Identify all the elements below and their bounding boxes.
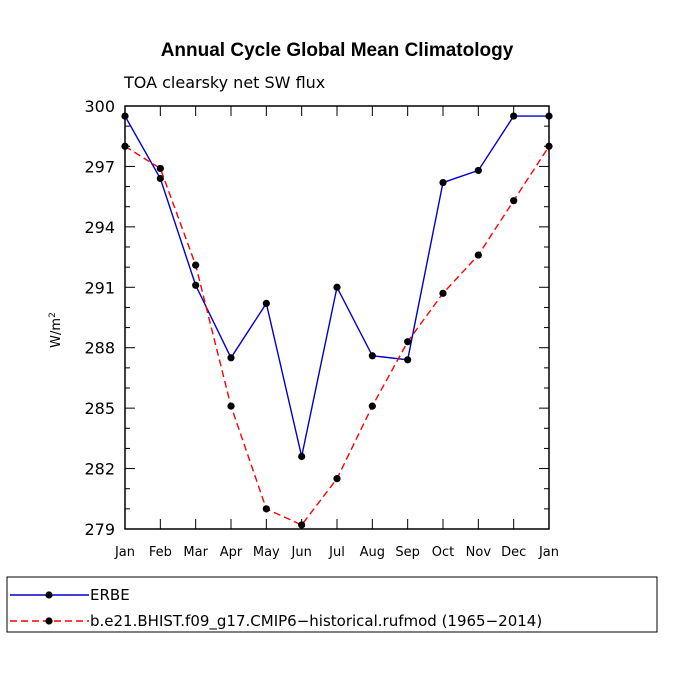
series-1-point [192,281,200,289]
x-tick-label: Jan [538,545,559,560]
series-2-point [192,261,200,269]
series-2-point [262,505,270,513]
y-tick-label: 297 [84,157,115,176]
series-1-point [333,283,341,291]
series-2-point [333,475,341,483]
y-tick-label: 279 [84,520,115,539]
y-axis-label-unit: W/m [49,318,64,348]
series-1-point [510,112,518,120]
series-1-point [368,352,376,360]
legend-label-1: ERBE [90,586,130,604]
series-2-point [474,251,482,259]
series-2-point [404,338,412,346]
x-tick-label: Apr [220,545,243,560]
y-axis-label-exponent: 2 [48,312,58,318]
legend-marker-1 [45,591,53,599]
y-tick-label: 282 [84,460,115,479]
x-tick-label: Feb [149,545,172,560]
series-1-point [298,452,306,461]
x-tick-label: Nov [466,545,492,560]
series-1-point [227,354,235,362]
x-axis-ticks: Jan Feb Mar Apr May Jun Jul Aug Sep Oct Nov Dec Jan [114,106,559,560]
y-tick-label: 288 [84,339,115,358]
y-tick-label: 294 [84,218,115,237]
series-line-2 [124,145,550,526]
series-2-point [510,197,518,205]
series-2-point [121,142,129,150]
x-tick-label: Dec [501,545,526,560]
series-2-point [545,142,553,150]
x-tick-label: Aug [360,545,385,560]
chart-title: Annual Cycle Global Mean Climatology [161,40,514,61]
series-1-point [262,299,270,307]
series-1-point [121,112,129,120]
series-2-point [368,402,376,410]
series-1-point [474,166,482,175]
series-1-point [404,356,412,364]
series-1-point [545,112,553,120]
y-axis-label: W/m2 [48,312,64,348]
x-tick-label: Mar [183,545,208,560]
x-tick-label: Jan [114,545,135,560]
series-2-point [439,289,447,297]
x-tick-label: May [253,545,280,560]
x-tick-label: Oct [432,545,454,560]
legend: ERBE b.e21.BHIST.f09_g17.CMIP6−historical… [10,586,542,631]
y-tick-label: 291 [84,278,115,297]
series-2-point [298,521,306,529]
chart-subtitle: TOA clearsky net SW flux [123,73,325,92]
series-1-point [439,178,447,187]
y-tick-label: 285 [84,399,115,418]
series-2-point [227,402,235,410]
y-tick-label: 300 [84,97,115,116]
x-tick-label: Sep [395,545,420,560]
legend-label-2: b.e21.BHIST.f09_g17.CMIP6−historical.ruf… [90,612,542,631]
series-2-point [156,164,164,173]
series-1-point [156,174,164,183]
legend-box [6,576,658,633]
y-axis-ticks: 279 282 285 288 291 294 297 300 [84,97,549,539]
series-layer [121,112,553,529]
x-tick-label: Jun [291,545,312,560]
legend-marker-2 [45,617,53,625]
x-tick-label: Jul [328,545,345,560]
plot-frame [124,105,550,530]
